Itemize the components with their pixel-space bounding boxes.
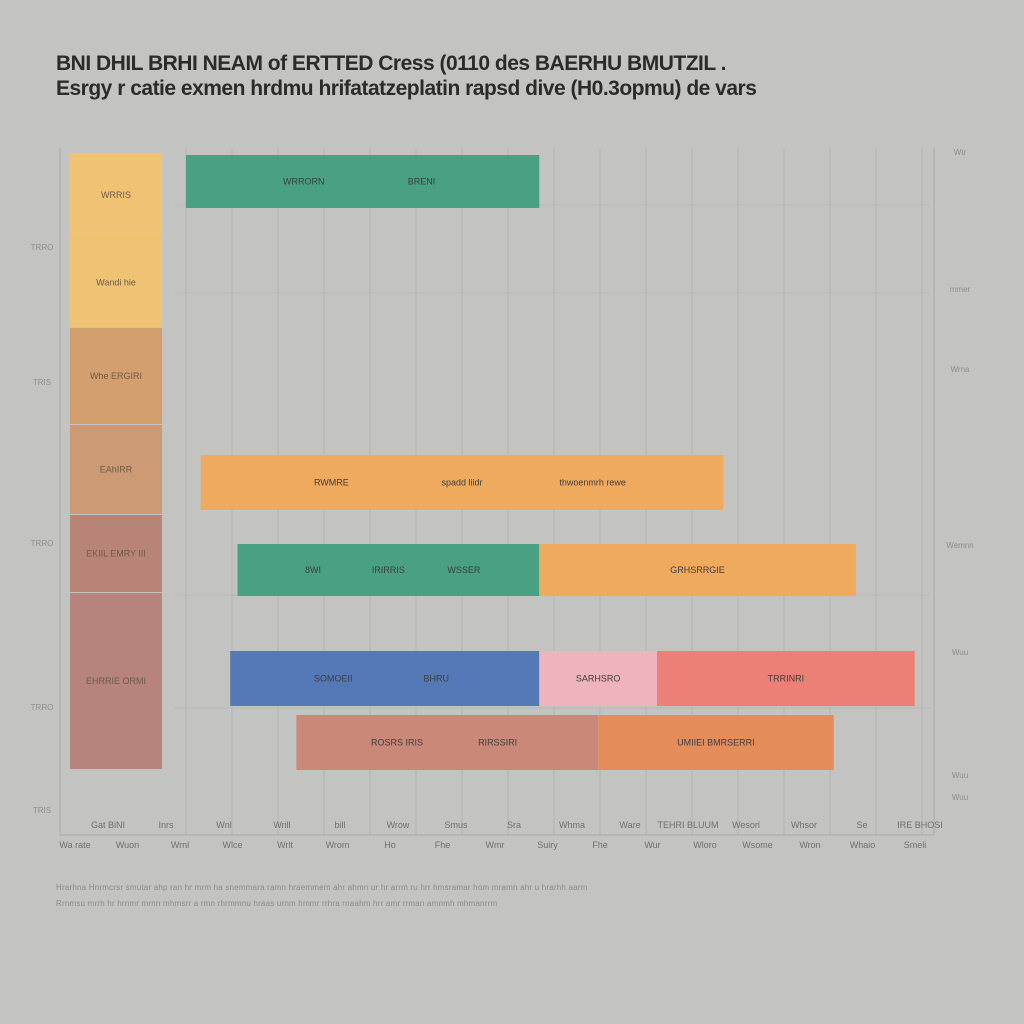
x-tick-label: Suiry xyxy=(537,840,558,850)
x-tick-label: Inrs xyxy=(158,820,174,830)
legend-label: Wandi hie xyxy=(96,278,136,288)
notes: Hrarhna Hnrmcrsr smutar ahp ran hr mrm h… xyxy=(56,880,956,912)
right-tick-label: Wuu xyxy=(952,771,968,780)
y-tick-label: TRIS xyxy=(33,806,51,815)
x-tick-label: Gat BiNI xyxy=(91,820,125,830)
x-tick-label: Ho xyxy=(384,840,396,850)
x-tick-label: Wa rate xyxy=(59,840,90,850)
y-tick-label: TRRO xyxy=(31,539,54,548)
bar-label: UMIIEI BMRSERRI xyxy=(677,738,755,748)
bar-segment xyxy=(186,155,540,208)
bar-segment xyxy=(200,455,724,510)
note-line: Rrnmsu mrrh hr hrnmr mrnn mhmsrr a rmn r… xyxy=(56,899,498,908)
x-tick-label: bill xyxy=(334,820,345,830)
y-tick-label: TRIS xyxy=(33,378,51,387)
bar-label: spadd liidr xyxy=(441,478,482,488)
bar-label: SOMOEII xyxy=(314,674,353,684)
right-tick-label: Wuu xyxy=(952,648,968,657)
x-tick-label: Se xyxy=(856,820,867,830)
legend-swatch xyxy=(70,425,162,514)
x-tick-label: IRE BHOSI xyxy=(897,820,943,830)
x-tick-label: Wrnl xyxy=(171,840,189,850)
x-tick-label: Wur xyxy=(644,840,660,850)
x-tick-label: Smus xyxy=(444,820,468,830)
bar-label: RWMRE xyxy=(314,478,349,488)
right-tick-label: mmer xyxy=(950,285,971,294)
x-tick-label: Wrom xyxy=(326,840,350,850)
legend-label: WRRIS xyxy=(101,190,131,200)
legend-swatch xyxy=(70,515,162,592)
x-tick-label: Wnl xyxy=(216,820,232,830)
x-tick-label: Smeli xyxy=(904,840,927,850)
right-tick-label: Wrna xyxy=(951,365,971,374)
x-tick-label: Whma xyxy=(559,820,585,830)
x-tick-label: Sra xyxy=(507,820,521,830)
x-tick-label: Wrill xyxy=(273,820,290,830)
chart-title: BNI DHIL BRHI NEAM of ERTTED Cress (0110… xyxy=(56,52,727,75)
note-line: Hrarhna Hnrmcrsr smutar ahp ran hr mrm h… xyxy=(56,883,588,892)
bar-label: GRHSRRGIE xyxy=(670,565,725,575)
bar-label: ROSRS IRIS xyxy=(371,738,423,748)
y-tick-label: TRRO xyxy=(31,703,54,712)
bar-segment xyxy=(296,715,599,770)
bar-label: thwoenmrh rewe xyxy=(559,478,626,488)
x-tick-label: Wmr xyxy=(486,840,505,850)
bar-label: BHRU xyxy=(423,674,449,684)
x-tick-label: Ware xyxy=(619,820,640,830)
legend-label: EHRRIE ORMI xyxy=(86,676,146,686)
x-tick-label: Fhe xyxy=(592,840,608,850)
legend-label: EAhIRR xyxy=(100,465,133,475)
x-tick-label: TEHRI BLUUM xyxy=(657,820,718,830)
x-tick-label: Fhe xyxy=(435,840,451,850)
right-tick-label: Wuu xyxy=(952,793,968,802)
bar-label: IRIRRIS xyxy=(372,565,405,575)
legend-swatch xyxy=(70,593,162,769)
bar-label: SARHSRO xyxy=(576,674,621,684)
y-tick-label: TRRO xyxy=(31,243,54,252)
bar-segment xyxy=(657,651,915,706)
right-tick-label: Wemnn xyxy=(946,541,973,550)
x-tick-label: Wrlt xyxy=(277,840,293,850)
legend-label: Whe ERGIRI xyxy=(90,371,142,381)
bar-label: TRRINRI xyxy=(768,674,805,684)
x-tick-label: Wuon xyxy=(116,840,139,850)
chart-subtitle: Esrgy r catie exmen hrdmu hrifatatzeplat… xyxy=(56,77,757,100)
x-tick-label: Wron xyxy=(799,840,820,850)
x-tick-label: Whsor xyxy=(791,820,817,830)
bar-segment xyxy=(539,651,658,706)
bar-label: WRRORN xyxy=(283,177,325,187)
x-tick-label: Wloro xyxy=(693,840,717,850)
bar-segment xyxy=(539,544,856,596)
legend-swatch xyxy=(70,238,162,327)
legend-swatch xyxy=(70,153,162,237)
bar-segment xyxy=(237,544,540,596)
bar-label: 8WI xyxy=(305,565,321,575)
x-tick-label: Whaio xyxy=(850,840,876,850)
legend-swatch xyxy=(70,328,162,424)
bar-label: BRENI xyxy=(408,177,436,187)
right-tick-label: Wtr xyxy=(954,148,967,157)
x-tick-label: Wrow xyxy=(387,820,410,830)
x-tick-label: Wesorl xyxy=(732,820,760,830)
bar-segment xyxy=(230,651,540,706)
bar-label: RIRSSIRI xyxy=(478,738,517,748)
bar-segment xyxy=(598,715,834,770)
x-tick-label: Wsome xyxy=(742,840,773,850)
bar-label: WSSER xyxy=(447,565,481,575)
x-tick-label: Wlce xyxy=(223,840,243,850)
legend-label: EKIIL EMRY III xyxy=(86,549,146,559)
